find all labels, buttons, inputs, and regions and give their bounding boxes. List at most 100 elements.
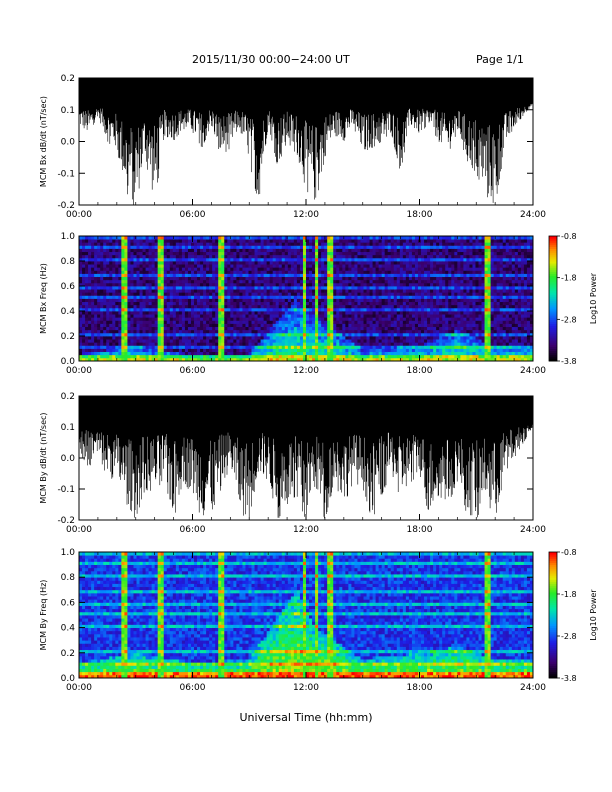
spectrogram-cell [436, 276, 440, 281]
spectrogram-cell [396, 317, 401, 321]
spectrogram-cell [318, 276, 322, 281]
spectrogram-cell [309, 279, 313, 284]
spectrogram-cell [281, 336, 286, 340]
spectrogram-cell [88, 236, 92, 240]
spectrogram-cell [197, 329, 201, 334]
spectrogram-cell [248, 236, 252, 240]
spectrogram-cell [445, 257, 449, 262]
spectrogram-cell [318, 304, 322, 309]
spectrogram-cell [142, 239, 146, 243]
spectrogram-cell [312, 236, 316, 240]
spectrogram-cell [318, 342, 322, 346]
spectrogram-cell [100, 304, 104, 309]
spectrogram-cell [148, 326, 153, 331]
spectrogram-cell [112, 301, 116, 306]
spectrogram-cell [278, 295, 283, 299]
spectrogram-cell [372, 286, 377, 290]
spectrogram-cell [327, 276, 331, 281]
spectrogram-cell [381, 304, 386, 309]
spectrogram-cell [91, 314, 95, 318]
spectrogram-cell [281, 242, 286, 246]
spectrogram-cell [324, 292, 328, 296]
spectrogram-cell [230, 351, 234, 356]
spectrogram-cell [272, 273, 277, 278]
spectrogram-cell [448, 348, 452, 353]
spectrogram-cell [124, 286, 128, 290]
spectrogram-cell [106, 317, 110, 321]
spectrogram-cell [445, 317, 449, 321]
spectrogram-cell [442, 242, 446, 246]
spectrogram-cell [372, 301, 377, 306]
spectrogram-cell [118, 342, 122, 346]
spectrogram-cell [160, 264, 165, 268]
spectrogram-cell [287, 345, 292, 349]
spectrogram-cell [254, 248, 258, 253]
spectrogram-cell [163, 267, 168, 271]
spectrogram-cell [236, 336, 240, 340]
spectrogram-cell [363, 292, 367, 296]
spectrogram-cell [251, 332, 255, 337]
spectrogram-cell [106, 248, 110, 253]
spectrogram-cell [275, 257, 280, 262]
spectrogram-cell [233, 270, 237, 274]
spectrogram-cell [402, 257, 407, 262]
spectrogram-cell [387, 245, 392, 249]
spectrogram-cell [224, 307, 228, 312]
spectrogram-cell [275, 254, 280, 259]
spectrogram-cell [106, 286, 110, 290]
spectrogram-cell [378, 311, 383, 315]
spectrogram-cell [321, 354, 325, 359]
spectrogram-cell [351, 248, 355, 253]
spectrogram-cell [266, 279, 271, 284]
spectrogram-cell [306, 254, 310, 259]
spectrogram-cell [218, 251, 222, 256]
spectrogram-cell [405, 298, 410, 303]
spectrogram-cell [203, 261, 207, 265]
spectrogram-cell [154, 282, 159, 287]
spectrogram-cell [278, 257, 283, 262]
spectrogram-cell [378, 351, 383, 356]
spectrogram-cell [97, 295, 101, 299]
spectrogram-cell [393, 251, 398, 256]
spectrogram-cell [445, 304, 449, 309]
spectrogram-cell [439, 326, 443, 331]
spectrogram-cell [100, 273, 104, 278]
spectrogram-cell [242, 245, 246, 249]
spectrogram-cell [396, 298, 401, 303]
spectrogram-cell [387, 311, 392, 315]
spectrogram-cell [115, 289, 119, 293]
spectrogram-cell [203, 320, 207, 324]
spectrogram-cell [333, 239, 337, 243]
spectrogram-cell [357, 248, 361, 253]
spectrogram-cell [160, 254, 165, 259]
spectrogram-cell [436, 270, 440, 274]
spectrogram-cell [200, 342, 204, 346]
spectrogram-cell [221, 267, 225, 271]
spectrogram-cell [154, 329, 159, 334]
spectrogram-cell [245, 251, 249, 256]
spectrogram-cell [118, 273, 122, 278]
spectrogram-cell [405, 351, 410, 356]
spectrogram-cell [442, 276, 446, 281]
spectrogram-cell [194, 323, 198, 328]
spectrogram-cell [91, 342, 95, 346]
spectrogram-cell [324, 307, 328, 312]
spectrogram-cell [163, 301, 168, 306]
spectrogram-cell [284, 348, 289, 353]
spectrogram-cell [103, 323, 107, 328]
spectrogram-cell [302, 270, 307, 274]
spectrogram-cell [242, 248, 246, 253]
spectrogram-cell [97, 236, 101, 240]
spectrogram-cell [218, 282, 222, 287]
spectrogram-cell [333, 304, 337, 309]
spectrogram-cell [327, 307, 331, 312]
spectrogram-cell [324, 317, 328, 321]
spectrogram-cell [151, 295, 156, 299]
spectrogram-cell [251, 323, 255, 328]
spectrogram-cell [82, 257, 86, 262]
spectrogram-cell [339, 332, 343, 337]
spectrogram-cell [197, 267, 201, 271]
spectrogram-cell [411, 276, 416, 281]
spectrogram-cell [402, 354, 407, 359]
spectrogram-cell [85, 342, 89, 346]
